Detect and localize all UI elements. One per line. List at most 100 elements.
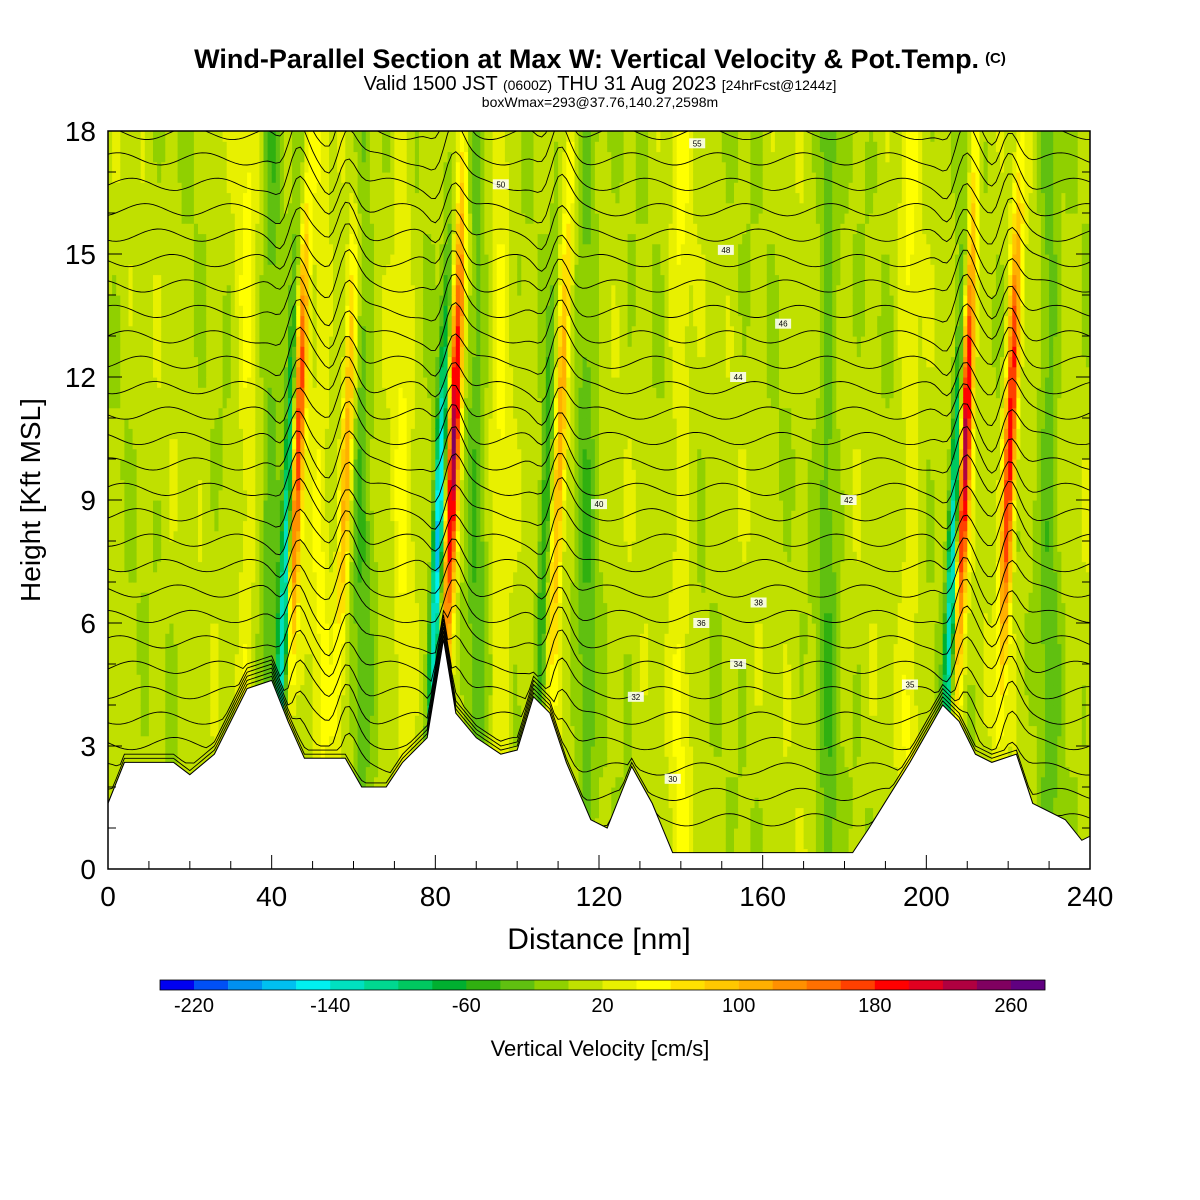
velocity-cell <box>210 571 215 583</box>
velocity-cell <box>300 254 305 265</box>
velocity-cell <box>259 223 265 235</box>
velocity-cell <box>275 387 281 399</box>
velocity-cell <box>222 489 228 501</box>
velocity-cell <box>243 151 248 163</box>
velocity-cell <box>357 243 363 255</box>
velocity-cell <box>361 161 367 173</box>
velocity-cell <box>259 182 265 194</box>
velocity-cell <box>112 172 117 183</box>
velocity-cell <box>275 571 281 583</box>
velocity-cell <box>296 274 301 286</box>
velocity-cell <box>259 366 265 378</box>
velocity-cell <box>251 623 256 634</box>
velocity-cell <box>124 418 130 429</box>
velocity-cell <box>271 295 277 306</box>
velocity-cell <box>361 674 367 686</box>
velocity-cell <box>316 284 322 296</box>
velocity-cell <box>165 684 170 696</box>
velocity-cell <box>173 182 179 194</box>
velocity-cell <box>165 428 170 440</box>
velocity-cell <box>369 213 375 224</box>
velocity-cell <box>206 541 211 552</box>
velocity-cell <box>140 633 146 645</box>
velocity-cell <box>304 602 310 614</box>
velocity-cell <box>267 571 273 583</box>
velocity-cell <box>251 469 256 481</box>
velocity-cell <box>202 746 207 757</box>
velocity-cell <box>288 325 293 337</box>
velocity-cell <box>324 418 330 429</box>
velocity-cell <box>361 264 367 276</box>
velocity-cell <box>218 530 224 542</box>
velocity-cell <box>374 223 379 235</box>
velocity-cell <box>169 725 175 737</box>
velocity-cell <box>312 202 318 214</box>
velocity-cell <box>292 141 297 153</box>
velocity-cell <box>349 715 355 727</box>
velocity-cell <box>161 213 166 224</box>
velocity-cell <box>275 428 281 440</box>
velocity-cell <box>177 274 183 286</box>
velocity-cell <box>251 541 256 552</box>
velocity-cell <box>263 151 269 163</box>
velocity-cell <box>304 254 310 265</box>
velocity-cell <box>202 254 207 265</box>
velocity-cell <box>189 397 195 409</box>
velocity-cell <box>283 489 289 501</box>
velocity-cell <box>165 264 170 276</box>
velocity-cell <box>218 325 224 337</box>
velocity-cell <box>361 551 367 563</box>
velocity-cell <box>230 346 236 358</box>
velocity-cell <box>390 735 395 747</box>
velocity-cell <box>173 202 179 214</box>
velocity-cell <box>255 213 260 224</box>
valid-utc: (0600Z) <box>502 77 552 93</box>
velocity-cell <box>128 746 134 757</box>
velocity-cell <box>185 336 191 347</box>
velocity-cell <box>324 192 330 204</box>
velocity-cell <box>189 674 195 686</box>
velocity-cell <box>132 223 138 235</box>
velocity-cell <box>386 735 391 747</box>
velocity-cell <box>238 489 244 501</box>
velocity-cell <box>177 233 183 245</box>
velocity-cell <box>112 602 117 614</box>
velocity-cell <box>251 315 256 327</box>
velocity-cell <box>259 438 265 450</box>
velocity-cell <box>320 397 326 409</box>
velocity-cell <box>361 735 367 747</box>
velocity-cell <box>271 418 277 429</box>
velocity-cell <box>116 582 121 593</box>
velocity-cell <box>185 643 191 655</box>
velocity-cell <box>271 469 277 481</box>
velocity-cell <box>157 694 162 706</box>
velocity-cell <box>234 213 240 224</box>
velocity-cell <box>165 438 170 450</box>
velocity-cell <box>206 612 211 624</box>
velocity-cell <box>148 202 154 214</box>
velocity-cell <box>210 643 215 655</box>
velocity-cell <box>247 653 252 665</box>
velocity-cell <box>382 131 387 142</box>
velocity-cell <box>136 551 142 563</box>
velocity-cell <box>132 551 138 563</box>
velocity-cell <box>308 694 314 706</box>
velocity-cell <box>136 448 142 460</box>
velocity-cell <box>193 428 199 440</box>
velocity-cell <box>189 653 195 665</box>
velocity-cell <box>271 243 277 255</box>
velocity-cell <box>140 172 146 183</box>
velocity-cell <box>144 141 150 153</box>
velocity-cell <box>292 612 297 624</box>
velocity-cell <box>324 746 330 757</box>
velocity-cell <box>369 561 375 573</box>
velocity-cell <box>279 582 285 593</box>
velocity-cell <box>161 274 166 286</box>
velocity-cell <box>263 592 269 604</box>
velocity-cell <box>341 397 346 409</box>
velocity-cell <box>173 418 179 429</box>
velocity-cell <box>238 325 244 337</box>
velocity-cell <box>177 561 183 573</box>
velocity-cell <box>222 541 228 552</box>
velocity-cell <box>263 530 269 542</box>
